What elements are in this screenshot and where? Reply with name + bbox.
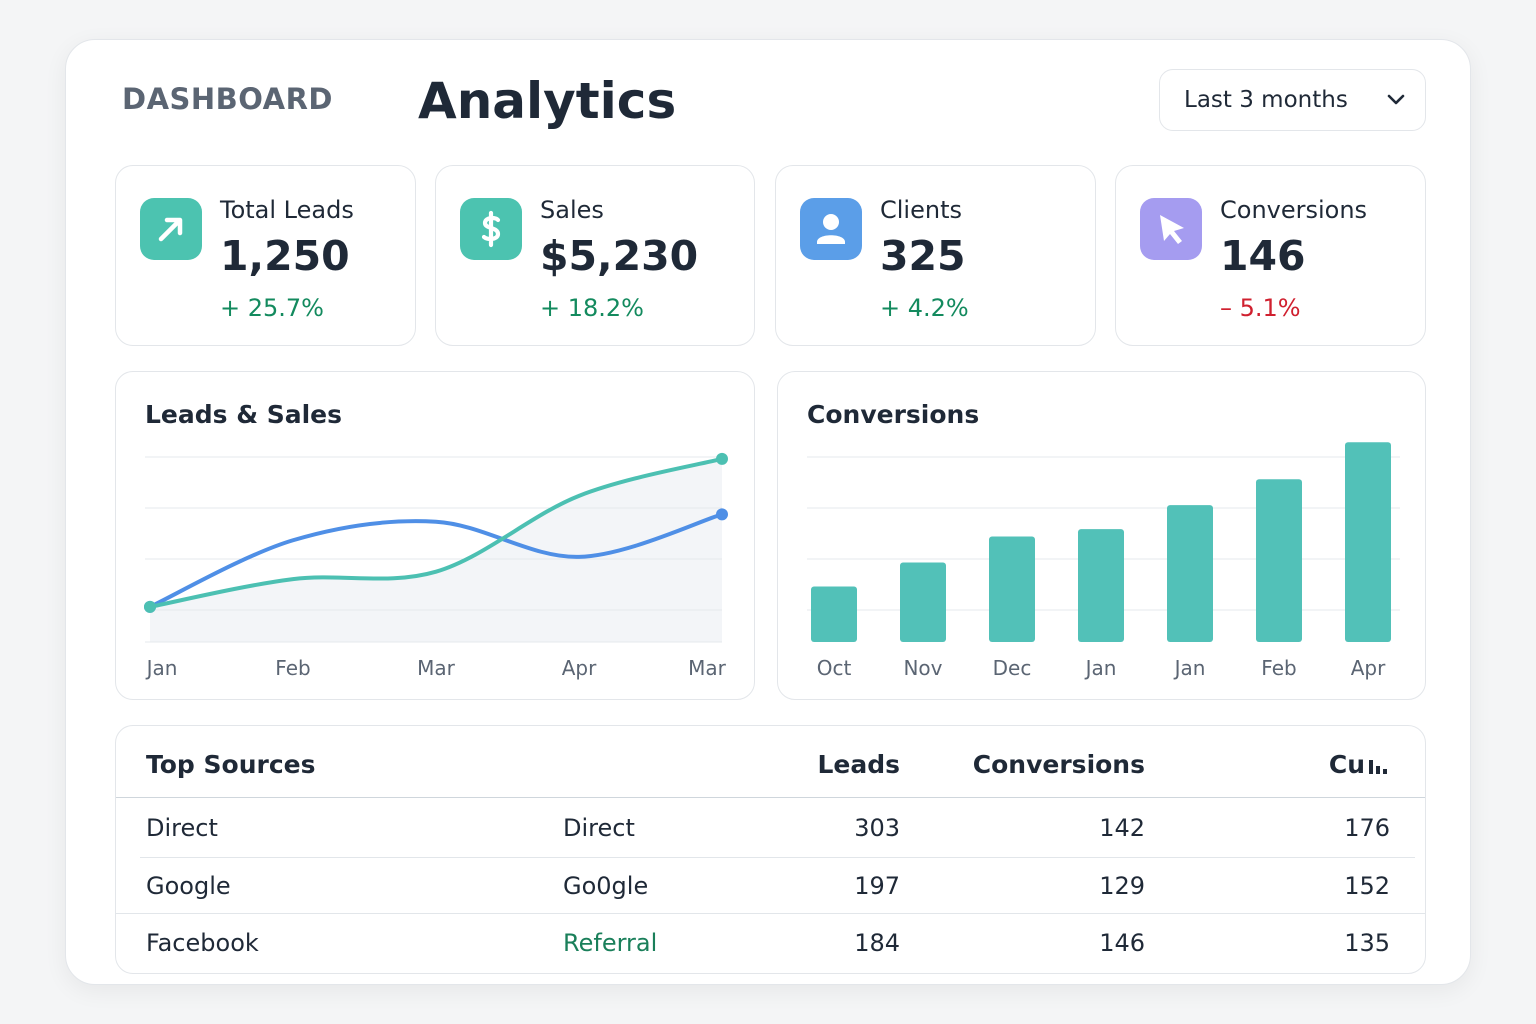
table-number: 135	[1344, 929, 1390, 957]
x-tick-label: Feb	[275, 656, 310, 680]
x-tick-label: Dec	[993, 656, 1032, 680]
x-tick-label: Mar	[688, 656, 727, 680]
range-select[interactable]: Last 3 months	[1159, 69, 1426, 131]
table-number: 303	[854, 814, 900, 842]
area	[150, 458, 722, 642]
kpi-label: Sales	[540, 196, 604, 224]
kpi-icon	[140, 198, 202, 260]
section-label: DASHBOARD	[122, 82, 333, 116]
x-tick-label: Nov	[903, 656, 942, 680]
bar	[1345, 442, 1391, 642]
kpi-card: Total Leads 1,250 + 25.7%	[115, 165, 416, 346]
x-tick-label: Jan	[145, 656, 178, 680]
x-tick-label: Jan	[1173, 656, 1206, 680]
x-tick-label: Apr	[1351, 656, 1386, 680]
table-number: 176	[1344, 814, 1390, 842]
table-title: Top Sources	[146, 750, 316, 779]
kpi-change: – 5.1%	[1220, 294, 1301, 322]
column-header: Cu	[1328, 750, 1365, 779]
line	[148, 456, 724, 609]
bar	[1256, 479, 1302, 642]
page-title: Analytics	[418, 72, 677, 130]
bar	[811, 586, 857, 642]
kpi-card: Sales $5,230 + 18.2%	[435, 165, 755, 346]
column-header: Leads	[817, 750, 900, 779]
kpi-label: Conversions	[1220, 196, 1368, 224]
chart-title: Conversions	[807, 400, 979, 429]
point	[716, 452, 728, 465]
table-number: 142	[1099, 814, 1145, 842]
table-number: 152	[1344, 872, 1390, 900]
table-number: 146	[1099, 929, 1145, 957]
range-select-text: Last 3 months	[1184, 87, 1348, 113]
kpi-card: Conversions 146 – 5.1%	[1115, 165, 1426, 346]
kpi-value: 1,250	[220, 232, 350, 280]
row-divider	[116, 913, 1425, 914]
table-cell: Referral	[563, 929, 658, 957]
table-number: 184	[854, 929, 900, 957]
bar	[900, 562, 946, 642]
table-cell: Direct	[563, 814, 635, 842]
column-icon	[1369, 760, 1387, 774]
kpi-change: + 4.2%	[880, 294, 969, 322]
x-tick-label: Apr	[562, 656, 597, 680]
kpi-change: + 18.2%	[540, 294, 644, 322]
point	[144, 600, 156, 613]
kpi-change: + 25.7%	[220, 294, 324, 322]
x-tick-label: Feb	[1261, 656, 1296, 680]
kpi-value: $5,230	[540, 232, 699, 280]
table-cell: Facebook	[146, 929, 259, 957]
column-header: Conversions	[972, 750, 1145, 779]
kpi-card: Clients 325 + 4.2%	[775, 165, 1096, 346]
table-card: Top Sources Leads Conversions Cu Direct D…	[115, 725, 1426, 974]
kpi-value: 146	[1220, 232, 1306, 280]
row-divider	[140, 857, 1415, 858]
kpi-icon	[1140, 198, 1202, 260]
table-cell: Google	[146, 872, 231, 900]
kpi-label: Total Leads	[220, 196, 354, 224]
table-cell: Direct	[146, 814, 218, 842]
line	[148, 512, 724, 609]
bar	[989, 536, 1035, 642]
x-tick-label: Jan	[1084, 656, 1117, 680]
chevron-icon	[1387, 94, 1405, 105]
bar	[1078, 529, 1124, 642]
header-divider	[116, 797, 1425, 798]
bar	[1167, 505, 1213, 642]
table-number: 197	[854, 872, 900, 900]
x-tick-label: Oct	[817, 656, 852, 680]
kpi-label: Clients	[880, 196, 962, 224]
chart-title: Leads & Sales	[145, 400, 342, 429]
kpi-icon	[800, 198, 862, 260]
table-number: 129	[1099, 872, 1145, 900]
point	[716, 508, 728, 521]
kpi-value: 325	[880, 232, 966, 280]
table-cell: Go0gle	[563, 872, 649, 900]
x-tick-label: Mar	[417, 656, 456, 680]
kpi-icon	[460, 198, 522, 260]
